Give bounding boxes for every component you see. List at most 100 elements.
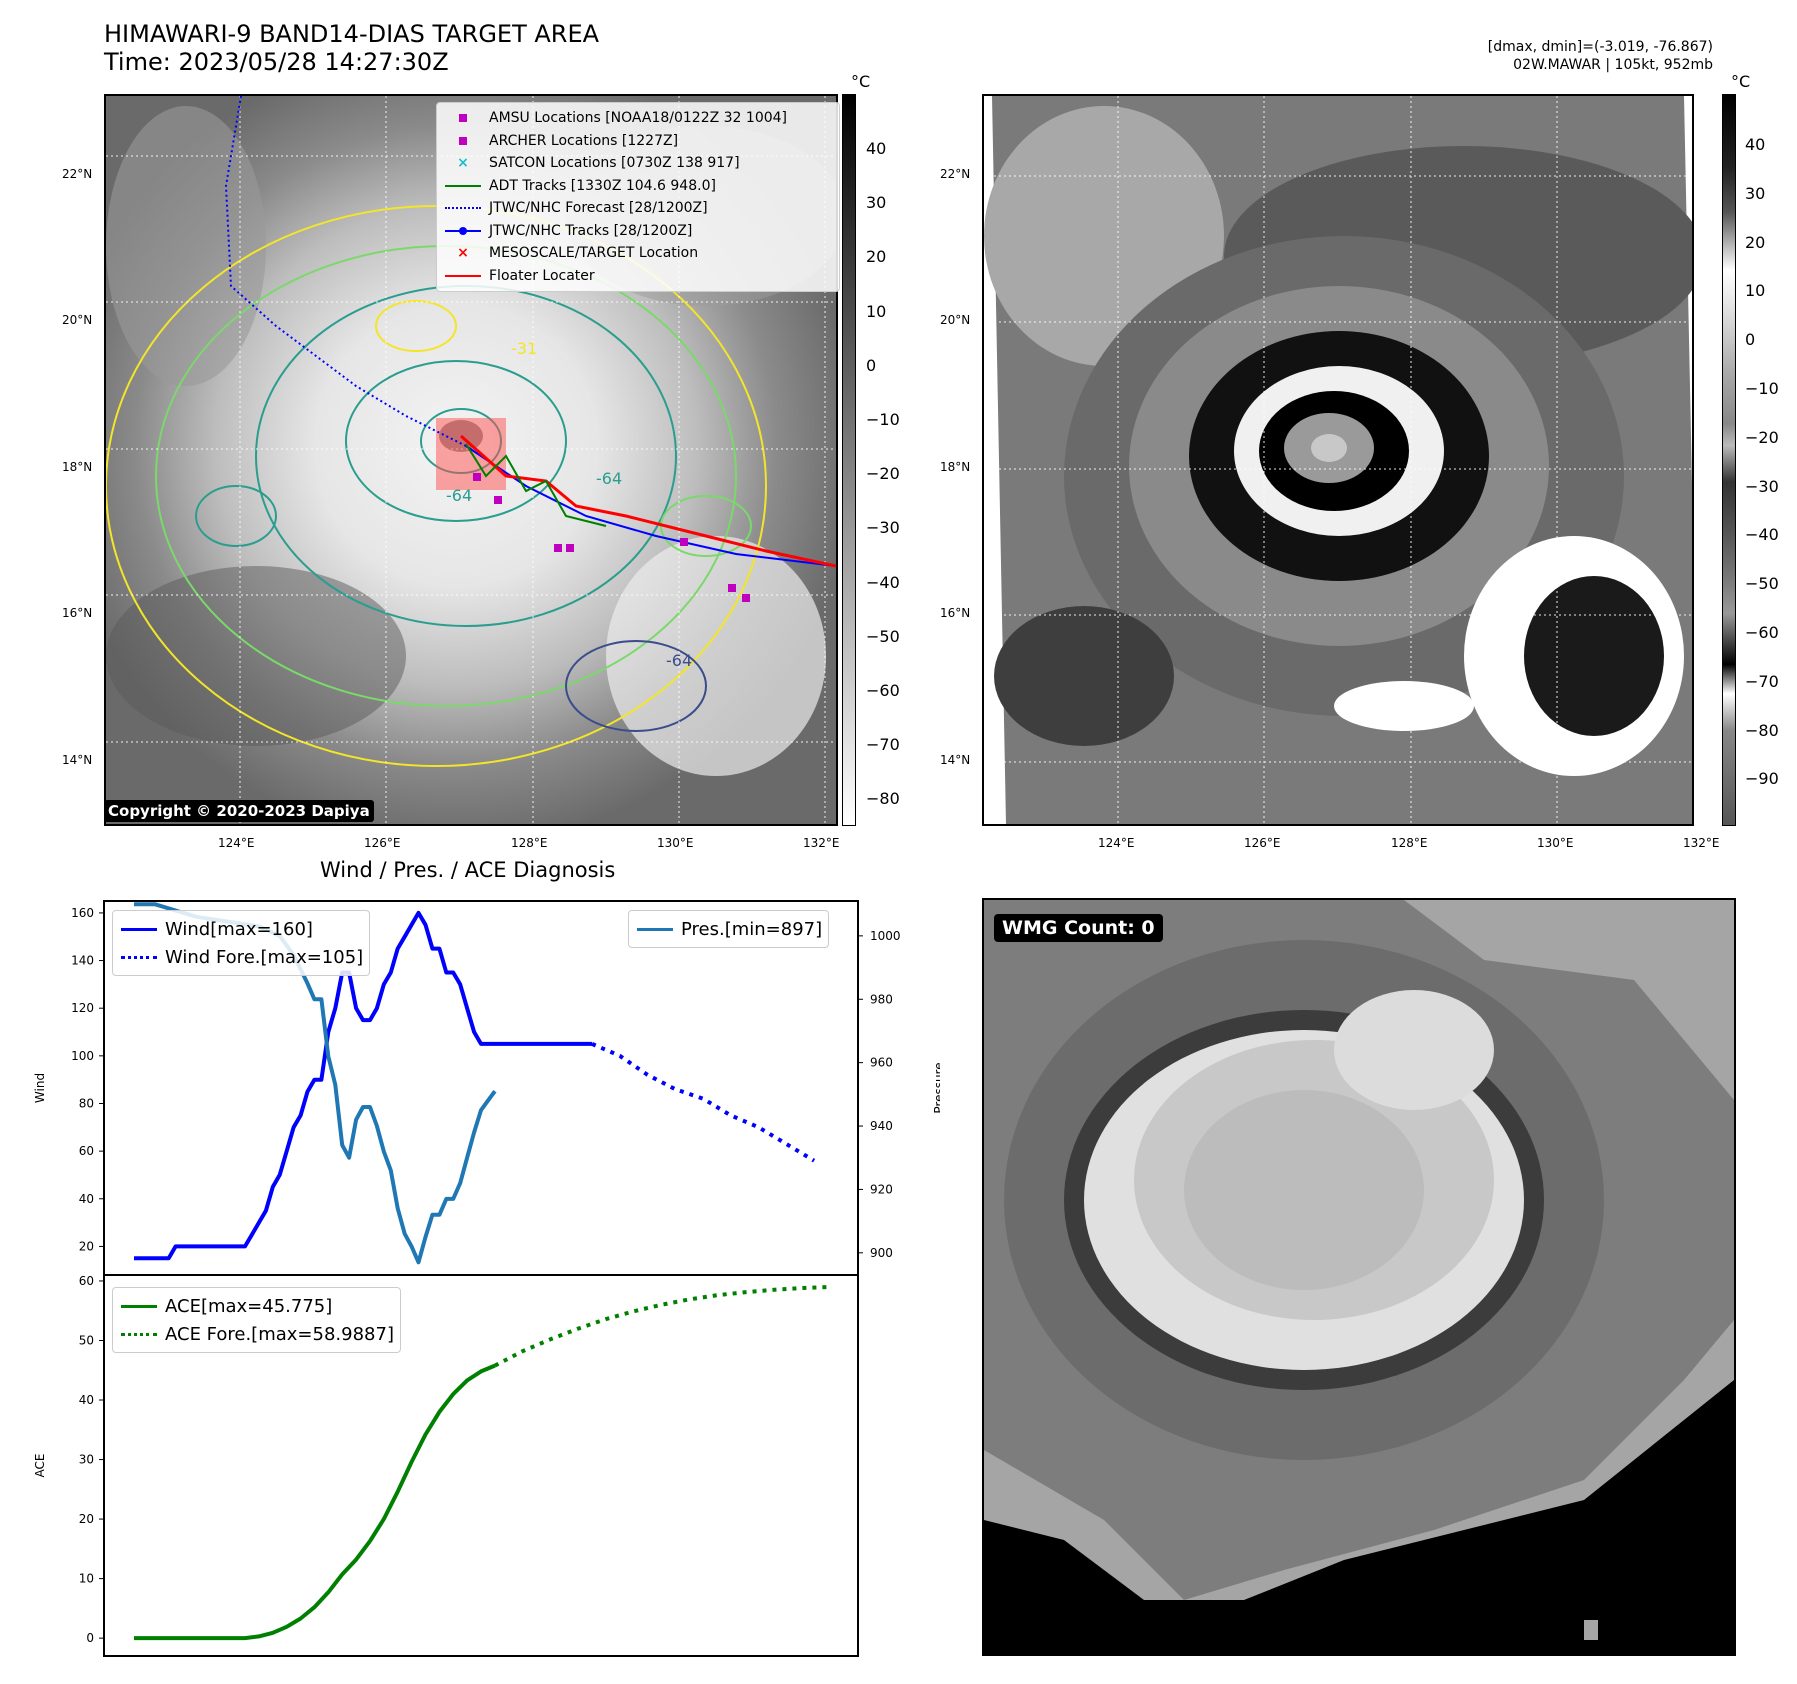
colorbar-tick: −80 xyxy=(866,789,900,809)
title-line-1: HIMAWARI-9 BAND14-DIAS TARGET AREA xyxy=(104,20,600,48)
series-line xyxy=(134,1363,496,1641)
colorbar-tick: 30 xyxy=(1745,183,1766,203)
lon-tick: 124°E xyxy=(1098,836,1135,850)
legend-amsu: AMSU Locations [NOAA18/0122Z 32 1004] xyxy=(443,107,833,130)
colorbar-tick: −20 xyxy=(866,464,900,484)
legend-wind-fore: Wind Fore.[max=105] xyxy=(119,943,363,971)
colorbar-tick: −80 xyxy=(1745,720,1779,740)
legend-jtwc-forecast: JTWC/NHC Forecast [28/1200Z] xyxy=(443,197,833,220)
lat-tick: 20°N xyxy=(62,313,93,327)
legend-pres: Pres.[min=897] xyxy=(635,915,822,943)
lon-tick: 124°E xyxy=(218,836,255,850)
ace-chart: 0 10 20 30 40 50 60 ACE xyxy=(33,1275,859,1657)
line-marker-icon xyxy=(443,269,483,283)
y-axis-label: ACE xyxy=(33,1454,47,1478)
colorbar-tick: −40 xyxy=(866,572,900,592)
line-marker-icon xyxy=(119,1299,159,1313)
colorbar-tick: 40 xyxy=(866,139,887,158)
svg-text:-64: -64 xyxy=(446,486,472,505)
series-line xyxy=(591,1042,816,1163)
y2-axis-label: Pressure xyxy=(932,1062,940,1113)
copyright-badge: Copyright © 2020-2023 Dapiya xyxy=(104,800,374,822)
colorbar-tick: −60 xyxy=(866,681,900,700)
ace-legend: ACE[max=45.775] ACE Fore.[max=58.9887] xyxy=(112,1287,401,1353)
y2-tick-label: 900 xyxy=(870,1246,893,1260)
line-marker-icon xyxy=(119,922,159,936)
diagnosis-title: Wind / Pres. / ACE Diagnosis xyxy=(320,858,616,882)
lat-tick: 16°N xyxy=(940,606,971,620)
plot-frame xyxy=(103,1275,859,1657)
legend-floater: Floater Locater xyxy=(443,265,833,288)
lon-tick: 128°E xyxy=(1391,836,1428,850)
y-tick-label: 30 xyxy=(79,1453,94,1467)
lat-tick: 16°N xyxy=(62,606,93,620)
right-colorbar xyxy=(1722,94,1736,826)
legend-wind: Wind[max=160] xyxy=(119,915,363,943)
y2-tick-label: 980 xyxy=(870,992,893,1006)
wmg-count-badge: WMG Count: 0 xyxy=(994,914,1163,942)
colorbar-tick: −70 xyxy=(866,735,900,755)
y-tick-label: 50 xyxy=(79,1333,94,1347)
line-marker-icon xyxy=(443,179,483,193)
svg-text:-64: -64 xyxy=(596,469,622,488)
y2-tick-label: 940 xyxy=(870,1119,893,1133)
y-tick-label: 10 xyxy=(79,1572,94,1586)
legend-ace-fore: ACE Fore.[max=58.9887] xyxy=(119,1320,394,1348)
colorbar-tick: −50 xyxy=(1745,574,1779,594)
colorbar-tick: −50 xyxy=(866,626,900,646)
lon-tick: 128°E xyxy=(511,836,548,850)
storm-info: [dmax, dmin]=(-3.019, -76.867) 02W.MAWAR… xyxy=(1488,38,1713,74)
series-line xyxy=(493,1285,829,1368)
y-tick-label: 120 xyxy=(71,1001,94,1015)
right-enhanced-map xyxy=(982,94,1694,826)
dmax-dmin-text: [dmax, dmin]=(-3.019, -76.867) xyxy=(1487,39,1713,55)
y-tick-label: 140 xyxy=(71,954,94,968)
right-map-svg xyxy=(984,96,1692,824)
y-tick-label: 60 xyxy=(79,1275,94,1288)
lat-tick: 22°N xyxy=(62,167,93,181)
lon-tick: 130°E xyxy=(1537,836,1574,850)
storm-name-text: 02W.MAWAR | 105kt, 952mb xyxy=(1513,57,1713,73)
wind-legend: Wind[max=160] Wind Fore.[max=105] xyxy=(112,910,371,976)
x-marker-icon: × xyxy=(457,245,469,262)
colorbar-tick: 40 xyxy=(1745,135,1766,154)
pressure-legend: Pres.[min=897] xyxy=(628,910,830,948)
colorbar-tick: 30 xyxy=(866,193,887,213)
series-line xyxy=(134,910,592,1261)
y-tick-label: 40 xyxy=(79,1192,94,1206)
colorbar-tick: −40 xyxy=(1745,525,1779,545)
colorbar-tick: 20 xyxy=(866,247,887,267)
y2-tick-label: 920 xyxy=(870,1182,893,1196)
line-marker-icon xyxy=(635,922,675,936)
wmg-zoom-svg xyxy=(984,900,1734,1654)
colorbar-tick: 10 xyxy=(1745,281,1766,301)
lon-tick: 126°E xyxy=(1244,836,1281,850)
plot-frame xyxy=(103,900,859,1275)
lat-tick: 18°N xyxy=(940,460,971,474)
lat-tick: 14°N xyxy=(940,753,971,767)
colorbar-tick: −90 xyxy=(1745,769,1779,789)
left-map-legend: AMSU Locations [NOAA18/0122Z 32 1004] AR… xyxy=(436,102,840,292)
dotted-line-icon xyxy=(119,1327,159,1341)
colorbar-unit: °C xyxy=(1731,72,1751,91)
y-tick-label: 80 xyxy=(79,1096,94,1110)
colorbar-tick: 20 xyxy=(1745,232,1766,252)
y-tick-label: 60 xyxy=(79,1144,94,1158)
square-marker-icon xyxy=(443,111,483,125)
y-tick-label: 160 xyxy=(71,906,94,920)
colorbar-tick: 0 xyxy=(866,355,877,375)
y-tick-label: 40 xyxy=(79,1393,94,1407)
y-tick-label: 100 xyxy=(71,1049,94,1063)
colorbar-unit: °C xyxy=(851,72,871,91)
lon-tick: 132°E xyxy=(803,836,840,850)
colorbar-tick: 10 xyxy=(866,301,887,321)
square-marker-icon xyxy=(443,134,483,148)
dotted-line-icon xyxy=(119,950,159,964)
colorbar-tick: −10 xyxy=(866,410,900,429)
y-tick-label: 0 xyxy=(86,1631,94,1645)
y-axis-label: Wind xyxy=(33,1073,47,1103)
legend-archer: ARCHER Locations [1227Z] xyxy=(443,130,833,153)
colorbar-tick: −60 xyxy=(1745,623,1779,642)
legend-jtwc-tracks: JTWC/NHC Tracks [28/1200Z] xyxy=(443,220,833,243)
lat-tick: 14°N xyxy=(62,753,93,767)
